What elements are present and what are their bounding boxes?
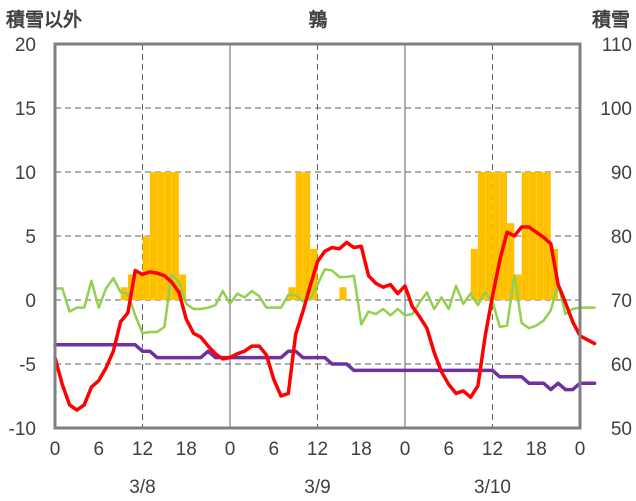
plot-frame: [53, 42, 582, 430]
precip-bar: [135, 274, 143, 300]
left-tick-label: 0: [25, 291, 36, 312]
right-tick-label: 70: [611, 291, 632, 312]
precip-bar: [492, 172, 500, 300]
precip-bar: [521, 172, 529, 300]
day-labels: 3/8 3/9 3/10: [129, 477, 511, 498]
series-line: [53, 268, 596, 335]
x-tick-label: 0: [50, 439, 61, 460]
x-tick-label: 6: [93, 439, 104, 460]
day-label: 3/8: [129, 477, 155, 498]
precip-bar: [302, 172, 311, 300]
right-tick-label: 60: [611, 355, 632, 376]
x-tick-label: 12: [132, 439, 153, 460]
precip-bar: [514, 274, 522, 300]
precip-bar: [142, 236, 150, 300]
right-tick-label: 110: [602, 35, 632, 56]
precip-bar: [485, 172, 493, 300]
precip-bar: [543, 172, 551, 300]
precip-bar: [295, 172, 303, 300]
precip-bar: [477, 172, 486, 300]
x-tick-label: 0: [575, 439, 586, 460]
right-tick-label: 100: [600, 99, 632, 120]
left-tick-label: -5: [19, 355, 36, 376]
series-lines: [53, 225, 597, 412]
x-tick-label: 0: [400, 439, 411, 460]
chart-title: 鶉: [308, 8, 327, 31]
precip-bar: [550, 248, 559, 300]
right-tick-label: 80: [611, 227, 632, 248]
precip-bar: [149, 172, 158, 300]
left-tick-label: -10: [9, 419, 36, 440]
precip-bar: [179, 274, 187, 300]
precip-bar: [529, 172, 537, 300]
x-tick-label: 12: [307, 439, 328, 460]
precip-bar: [288, 287, 296, 300]
x-tick-label: 0: [225, 439, 236, 460]
x-tick-label: 18: [176, 439, 197, 460]
x-tick-label: 18: [351, 439, 372, 460]
precip-bar: [171, 172, 179, 300]
precip-bar: [339, 287, 347, 300]
left-tick-label: 5: [25, 227, 36, 248]
right-tick-label: 50: [611, 419, 632, 440]
precip-bar: [470, 248, 478, 300]
right-tick-label: 90: [611, 163, 632, 184]
series-line: [53, 343, 597, 392]
precip-bar: [507, 223, 515, 300]
day-label: 3/9: [304, 477, 330, 498]
right-axis-label: 積雪: [592, 8, 630, 31]
left-tick-labels: 20 15 10 5 0 -5 -10: [9, 35, 36, 440]
precip-bar: [157, 172, 165, 300]
day-label: 3/10: [474, 477, 511, 498]
x-tick-label: 6: [268, 439, 279, 460]
precip-bar: [499, 172, 508, 300]
precip-bars: [120, 172, 559, 300]
right-tick-labels: 110 100 90 80 70 60 50: [600, 35, 632, 440]
grid-lines: [55, 44, 580, 428]
left-tick-label: 15: [15, 99, 36, 120]
left-tick-label: 10: [15, 163, 36, 184]
precip-bar: [164, 172, 172, 300]
series-line: [53, 225, 597, 412]
x-tick-labels: 0 6 12 18 0 6 12 18 0 6 12 18 0: [50, 439, 586, 460]
x-tick-label: 18: [526, 439, 547, 460]
x-tick-label: 12: [482, 439, 503, 460]
x-tick-label: 6: [443, 439, 454, 460]
left-tick-label: 20: [15, 35, 36, 56]
left-axis-label: 積雪以外: [6, 8, 82, 31]
